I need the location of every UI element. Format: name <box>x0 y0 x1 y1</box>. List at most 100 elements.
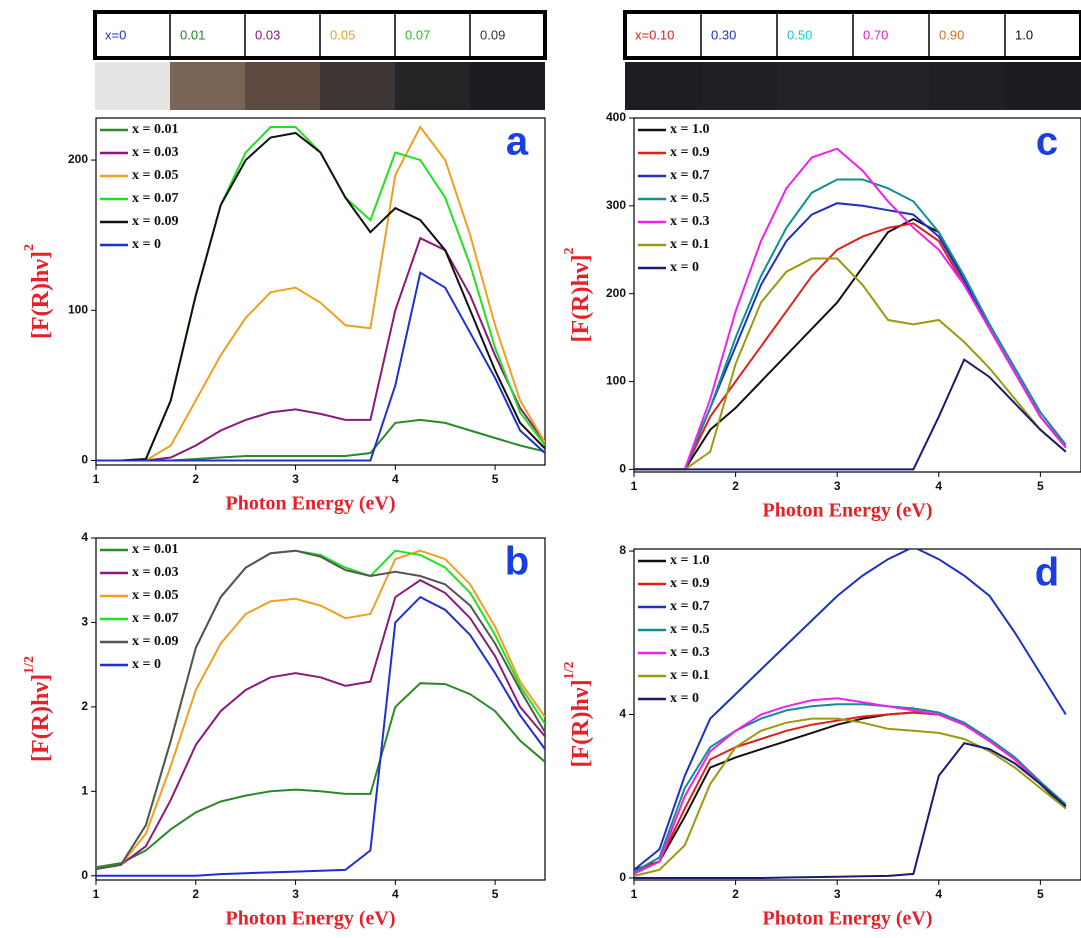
series-line <box>634 178 1067 471</box>
strip-label: 1.0 <box>1015 27 1033 42</box>
y-tick-label: 0 <box>81 453 88 467</box>
legend-label: x = 0.03 <box>132 565 178 580</box>
legend-label: x = 0.1 <box>670 237 709 252</box>
sample-photo <box>929 62 1005 110</box>
strip-label: 0.70 <box>863 27 888 42</box>
x-tick-label: 3 <box>292 472 299 486</box>
strip-label: 0.07 <box>405 27 430 42</box>
y-axis-label-exponent: 2 <box>562 247 577 254</box>
strip-label: x=0.10 <box>635 27 674 42</box>
x-tick-label: 1 <box>631 479 638 493</box>
series-line <box>634 703 1067 873</box>
y-tick-label: 0 <box>619 462 626 476</box>
series-line <box>96 595 545 877</box>
sample-photo <box>701 62 777 110</box>
y-tick-label: 4 <box>81 530 88 544</box>
sample-photo <box>625 62 701 110</box>
sample-photo <box>1005 62 1081 110</box>
x-axis-label: Photon Energy (eV) <box>226 908 396 930</box>
series-line <box>96 125 545 462</box>
strip-label: 0.90 <box>939 27 964 42</box>
series-line <box>96 131 545 462</box>
x-tick-label: 5 <box>1037 887 1044 901</box>
panel-label: c <box>1036 120 1058 164</box>
x-tick-label: 5 <box>1037 479 1044 493</box>
strip-label: 0.09 <box>480 27 505 42</box>
y-axis-label-base: [F(R)hν] <box>28 674 54 762</box>
legend-label: x = 0 <box>132 657 161 672</box>
y-tick-label: 300 <box>606 198 626 212</box>
series-line <box>634 711 1067 873</box>
legend-label: x = 0.03 <box>132 145 178 160</box>
y-axis-label-exponent: 2 <box>22 244 37 251</box>
x-tick-label: 1 <box>631 887 638 901</box>
series-line <box>96 418 545 462</box>
y-tick-label: 2 <box>81 699 88 713</box>
x-tick-label: 3 <box>834 887 841 901</box>
legend-label: x = 0.1 <box>670 668 709 683</box>
x-axis-label: Photon Energy (eV) <box>763 908 933 930</box>
x-axis-label: Photon Energy (eV) <box>763 500 933 522</box>
legend-label: x = 0.09 <box>132 634 178 649</box>
legend-label: x = 0 <box>670 260 699 275</box>
legend-label: x = 0.3 <box>670 645 709 660</box>
plot-frame <box>95 537 546 881</box>
series-line <box>634 358 1067 471</box>
strip-label: 0.30 <box>711 27 736 42</box>
plot-frame <box>95 117 546 466</box>
panel-label: b <box>505 540 529 584</box>
y-tick-label: 0 <box>619 870 626 884</box>
y-axis-label-exponent: 1/2 <box>562 662 577 680</box>
series-line <box>634 549 1067 871</box>
series-line <box>634 147 1067 471</box>
sample-photo <box>245 62 320 110</box>
plot-frame <box>633 117 1081 473</box>
y-axis-label-exponent: 1/2 <box>22 656 37 674</box>
x-axis-label: Photon Energy (eV) <box>226 493 396 515</box>
x-tick-label: 4 <box>392 887 399 901</box>
x-tick-label: 1 <box>93 472 100 486</box>
x-tick-label: 2 <box>732 887 739 901</box>
panel-label: d <box>1035 551 1059 595</box>
x-tick-label: 3 <box>834 479 841 493</box>
sample-photo <box>777 62 853 110</box>
series-line <box>96 682 545 869</box>
y-axis-label: [F(R)hν]1/2 <box>22 656 53 762</box>
plot-lines <box>634 147 1067 471</box>
y-tick-label: 100 <box>68 302 88 316</box>
x-tick-label: 3 <box>292 887 299 901</box>
strip-label: 0.05 <box>330 27 355 42</box>
legend-label: x = 0.5 <box>670 191 709 206</box>
plot-lines <box>96 125 545 462</box>
strip-label: 0.01 <box>180 27 205 42</box>
sample-photo <box>95 62 170 110</box>
y-axis-label: [F(R)hν]2 <box>562 247 593 342</box>
x-tick-label: 2 <box>732 479 739 493</box>
series-line <box>96 549 545 870</box>
series-line <box>96 236 545 462</box>
x-tick-label: 4 <box>392 472 399 486</box>
x-tick-label: 4 <box>935 479 942 493</box>
legend-label: x = 0.07 <box>132 191 178 206</box>
legend-label: x = 0.07 <box>132 611 178 626</box>
x-tick-label: 5 <box>492 472 499 486</box>
legend-label: x = 0.9 <box>670 576 709 591</box>
x-tick-label: 2 <box>192 472 199 486</box>
series-line <box>634 711 1067 871</box>
y-axis-label-base: [F(R)hν] <box>28 251 54 339</box>
x-tick-label: 2 <box>192 887 199 901</box>
strip-label: 0.50 <box>787 27 812 42</box>
legend-label: x = 0.01 <box>132 542 178 557</box>
y-axis-label-base: [F(R)hν] <box>568 254 594 342</box>
strip-label: x=0 <box>105 27 126 42</box>
series-line <box>634 741 1067 879</box>
y-tick-label: 4 <box>619 707 626 721</box>
y-axis-label-base: [F(R)hν] <box>568 679 594 767</box>
plot-lines <box>96 549 545 877</box>
legend-label: x = 0.05 <box>132 168 178 183</box>
legend-label: x = 0.9 <box>670 145 709 160</box>
sample-photo <box>470 62 545 110</box>
legend-label: x = 0 <box>132 237 161 252</box>
series-line <box>96 579 545 870</box>
